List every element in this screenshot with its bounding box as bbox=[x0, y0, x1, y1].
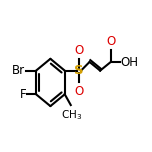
Text: CH$_3$: CH$_3$ bbox=[61, 108, 82, 122]
Text: Br: Br bbox=[12, 64, 25, 77]
Text: O: O bbox=[106, 35, 115, 48]
Text: S: S bbox=[74, 64, 84, 77]
Text: OH: OH bbox=[120, 55, 138, 69]
Text: F: F bbox=[20, 88, 27, 101]
Text: O: O bbox=[74, 44, 84, 57]
Text: O: O bbox=[74, 85, 84, 98]
